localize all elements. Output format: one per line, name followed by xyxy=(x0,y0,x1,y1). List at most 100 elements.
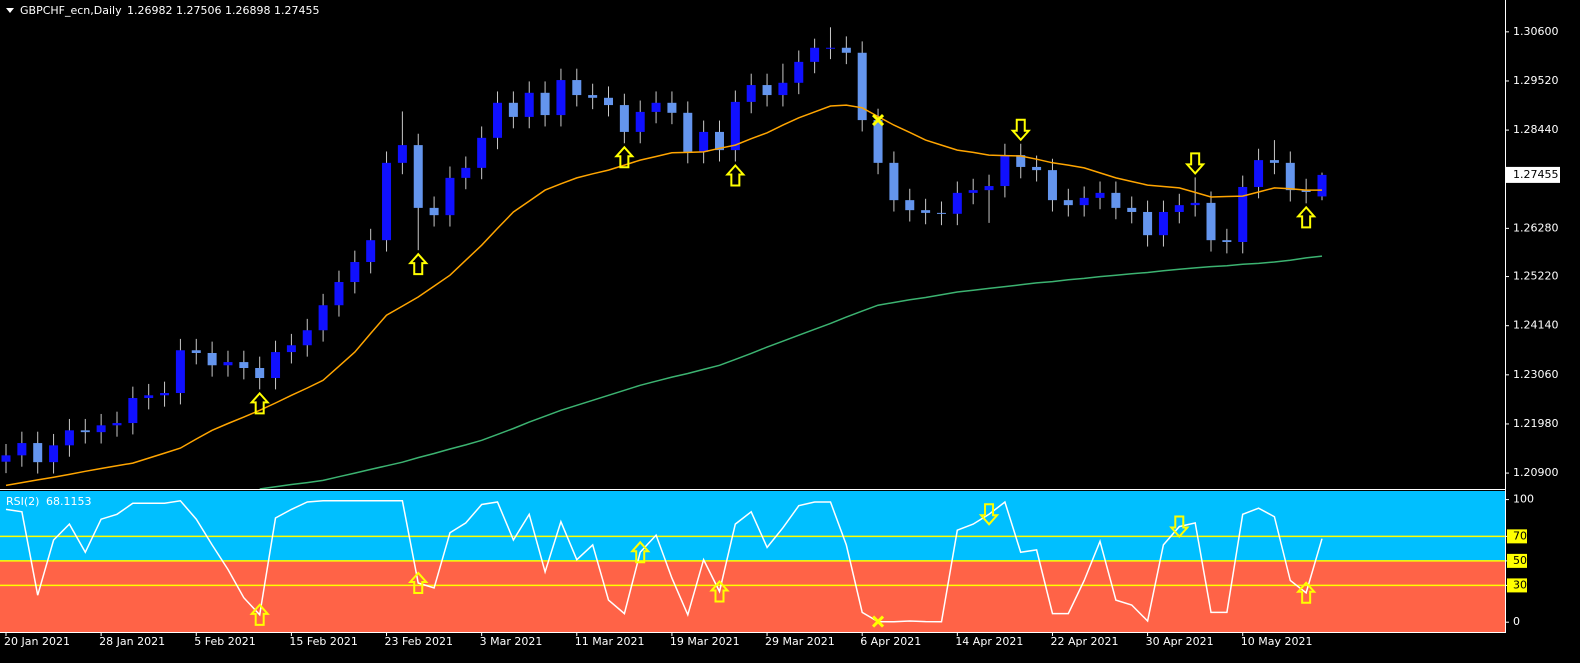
y-tick-label: 1.26280 xyxy=(1513,221,1559,234)
rsi-layer xyxy=(0,499,1505,628)
candle-body xyxy=(1285,162,1295,191)
candle-body xyxy=(905,200,915,211)
candle-body xyxy=(921,210,931,213)
candle-body xyxy=(1254,160,1264,187)
x-tick-label: 6 Apr 2021 xyxy=(860,635,921,648)
candle-body xyxy=(810,47,820,62)
y-tick-label: 50 xyxy=(1513,554,1527,567)
rsi-last-value: 68.1153 xyxy=(46,495,92,508)
buy-arrow xyxy=(1295,581,1317,604)
candle-body xyxy=(191,350,201,353)
candle-body xyxy=(1174,205,1184,212)
candle-body xyxy=(588,95,598,98)
zone-above xyxy=(0,491,1505,561)
buy-arrow xyxy=(408,571,429,594)
candle-body xyxy=(160,393,170,396)
x-tick-label: 28 Jan 2021 xyxy=(99,635,165,648)
candle-body xyxy=(271,352,281,379)
level-label-box xyxy=(1507,553,1527,568)
candle-body xyxy=(1190,202,1200,206)
buy-arrow xyxy=(725,163,746,187)
candle-body xyxy=(1206,202,1216,241)
buy-arrow xyxy=(614,145,635,169)
candle-body xyxy=(1238,186,1248,242)
exit-cross xyxy=(871,615,885,628)
candle-body xyxy=(619,105,629,132)
y-tick-label: 1.24140 xyxy=(1513,319,1559,332)
candle-body xyxy=(714,131,724,151)
candle-body xyxy=(175,350,185,394)
level-label-box xyxy=(1507,529,1527,544)
candle-body xyxy=(762,85,772,96)
candle-body xyxy=(936,212,946,214)
menu-triangle xyxy=(6,8,14,13)
x-tick-label: 11 Mar 2021 xyxy=(575,635,645,648)
candle-body xyxy=(730,101,740,151)
y-tick-label: 1.29520 xyxy=(1513,74,1559,87)
candle-body xyxy=(144,395,154,399)
candle-body xyxy=(889,162,899,201)
candle-body xyxy=(778,82,788,96)
candle-body xyxy=(1032,166,1042,171)
current-price-label: 1.27455 xyxy=(1513,168,1559,181)
y-tick-label: 1.21980 xyxy=(1513,417,1559,430)
candle-body xyxy=(699,131,709,152)
x-tick-label: 22 Apr 2021 xyxy=(1050,635,1118,648)
buy-arrow xyxy=(249,603,270,626)
last-high: 1.27506 xyxy=(176,4,222,17)
x-tick-label: 14 Apr 2021 xyxy=(955,635,1023,648)
candle-body xyxy=(857,52,867,121)
candle-body xyxy=(1158,211,1168,236)
x-tick-label: 3 Mar 2021 xyxy=(480,635,543,648)
candle-body xyxy=(128,398,138,424)
last-open: 1.26982 xyxy=(127,4,173,17)
candle-body xyxy=(968,190,978,193)
candle-body xyxy=(1047,170,1057,201)
buy-arrow xyxy=(709,580,730,603)
candle-body xyxy=(794,61,804,83)
y-tick-label: 1.20900 xyxy=(1513,466,1559,479)
candle-body xyxy=(540,92,550,116)
symbol-title: GBPCHF_ecn,Daily xyxy=(20,4,122,17)
rsi-title: RSI(2) xyxy=(6,495,39,508)
buy-arrow xyxy=(408,252,429,276)
sell-arrow xyxy=(978,503,1000,526)
candle-body xyxy=(841,47,851,53)
candle-body xyxy=(604,97,614,106)
candle-body xyxy=(651,102,661,112)
buy-arrow xyxy=(1295,205,1317,229)
y-tick-label: 70 xyxy=(1513,529,1527,542)
x-tick-label: 20 Jan 2021 xyxy=(4,635,70,648)
x-tick-label: 10 May 2021 xyxy=(1241,635,1313,648)
candle-body xyxy=(508,102,518,117)
candle-body xyxy=(33,443,43,463)
x-tick-label: 23 Feb 2021 xyxy=(385,635,453,648)
candle-body xyxy=(286,345,296,353)
sell-arrow xyxy=(1184,152,1206,175)
candle-body xyxy=(382,162,392,241)
candle-body xyxy=(302,330,312,346)
candle-body xyxy=(1111,192,1121,208)
candle-body xyxy=(255,368,265,379)
y-tick-label: 1.23060 xyxy=(1513,368,1559,381)
candle-body xyxy=(445,177,455,216)
candle-body xyxy=(397,145,407,163)
x-tick-label: 30 Apr 2021 xyxy=(1146,635,1214,648)
candle-body xyxy=(1269,160,1279,163)
exit-cross xyxy=(871,114,885,127)
buy-arrow xyxy=(249,391,270,415)
y-tick-label: 1.30600 xyxy=(1513,25,1559,38)
candle-body xyxy=(572,80,582,96)
price-panel xyxy=(1,27,1327,490)
sell-arrow xyxy=(1169,515,1190,539)
candle-body xyxy=(1000,155,1010,187)
y-tick-label: 30 xyxy=(1513,578,1527,591)
candle-body xyxy=(1143,211,1153,236)
candle-body xyxy=(413,145,423,208)
candle-body xyxy=(429,207,439,216)
candle-body xyxy=(80,430,90,433)
candle-body xyxy=(984,186,994,191)
candle-body xyxy=(239,362,249,369)
y-tick-label: 100 xyxy=(1513,493,1534,506)
